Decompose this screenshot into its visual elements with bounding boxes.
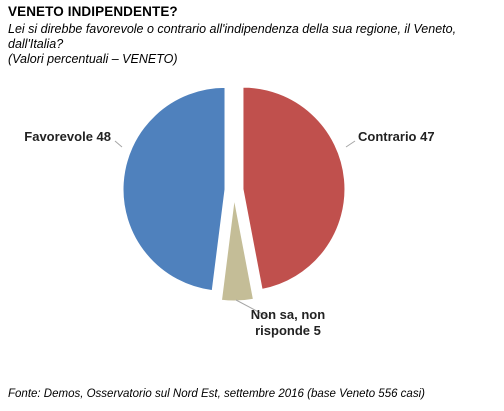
pie-slice-favorevole [122,86,226,292]
pie-slice-contrario [242,86,346,290]
leader-line [345,140,356,148]
units-note: (Valori percentuali – VENETO) [8,52,178,66]
leader-line [235,299,271,319]
leader-lines [114,140,356,319]
data-label: Contrario 47 [358,129,435,144]
pie-slices [122,86,346,302]
question-text: Lei si direbbe favorevole o contrario al… [8,22,457,51]
leader-line [114,140,123,148]
data-label: Non sa, non risponde 5 [251,307,325,338]
data-label: Favorevole 48 [24,129,111,144]
data-labels: Contrario 47 Non sa, non risponde 5 Favorev… [24,129,434,338]
chart-subtitle: Lei si direbbe favorevole o contrario al… [8,22,500,67]
chart-title: VENETO INDIPENDENTE? [8,4,178,19]
source-note: Fonte: Demos, Osservatorio sul Nord Est,… [8,388,425,400]
